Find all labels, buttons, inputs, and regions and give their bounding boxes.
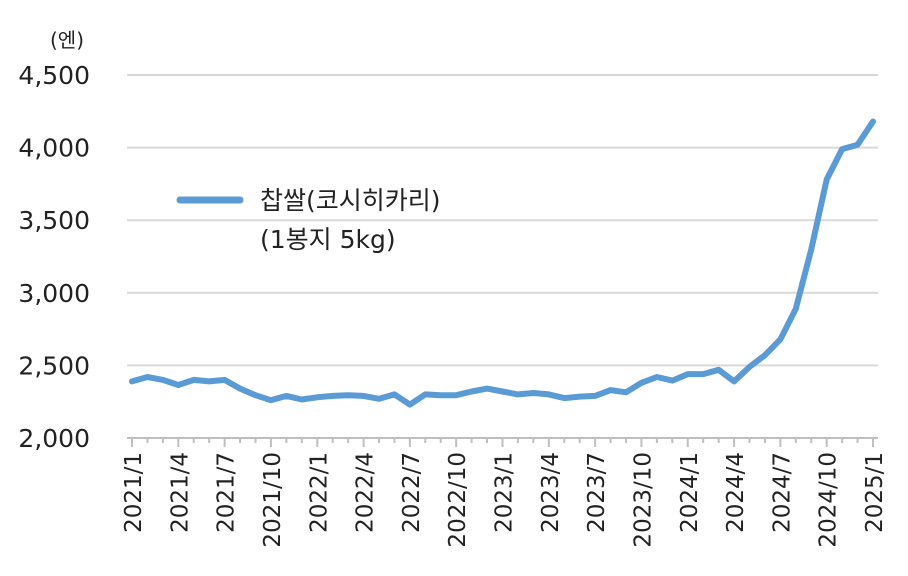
x-tick-label: 2022/1	[306, 452, 332, 533]
x-tick-label: 2024/1	[677, 452, 703, 533]
legend-label-line1: 찹쌀(코시히카리)	[260, 186, 441, 215]
x-tick-label: 2022/4	[353, 452, 379, 533]
x-tick-label: 2021/4	[167, 452, 193, 533]
series-line	[129, 118, 876, 408]
x-tick-label: 2022/10	[445, 452, 471, 548]
x-tick-label: 2023/10	[630, 452, 656, 548]
y-tick-label: 2,500	[18, 351, 90, 380]
x-tick-label: 2023/4	[538, 452, 564, 533]
y-axis-ticks: 2,000 2,500 3,000 3,500 4,000 4,500	[18, 61, 90, 453]
y-tick-label: 2,000	[18, 424, 90, 453]
x-tick-label: 2024/10	[816, 452, 842, 548]
x-tick-label: 2023/1	[492, 452, 518, 533]
x-tick-label: 2023/7	[584, 452, 610, 533]
x-tick-label: 2021/7	[214, 452, 240, 533]
legend-label-line2: (1봉지 5kg)	[260, 225, 396, 254]
x-tick-label: 2021/10	[260, 452, 286, 548]
x-tick-label: 2022/7	[399, 452, 425, 533]
grid-lines	[127, 74, 878, 367]
x-tick-label: 2024/4	[723, 452, 749, 533]
y-tick-label: 4,000	[18, 134, 90, 163]
y-unit-label: (엔)	[50, 28, 84, 52]
x-tick-label: 2025/1	[862, 452, 888, 533]
y-tick-label: 4,500	[18, 61, 90, 90]
x-axis: 2021/1 2021/4 2021/7 2021/10 2022/1 2022/4 202…	[121, 437, 888, 548]
series-layer	[129, 118, 876, 408]
y-tick-label: 3,000	[18, 279, 90, 308]
x-tick-label: 2024/7	[769, 452, 795, 533]
x-tick-label: 2021/1	[121, 452, 147, 533]
y-tick-label: 3,500	[18, 206, 90, 235]
legend: 찹쌀(코시히카리) (1봉지 5kg)	[176, 186, 441, 254]
